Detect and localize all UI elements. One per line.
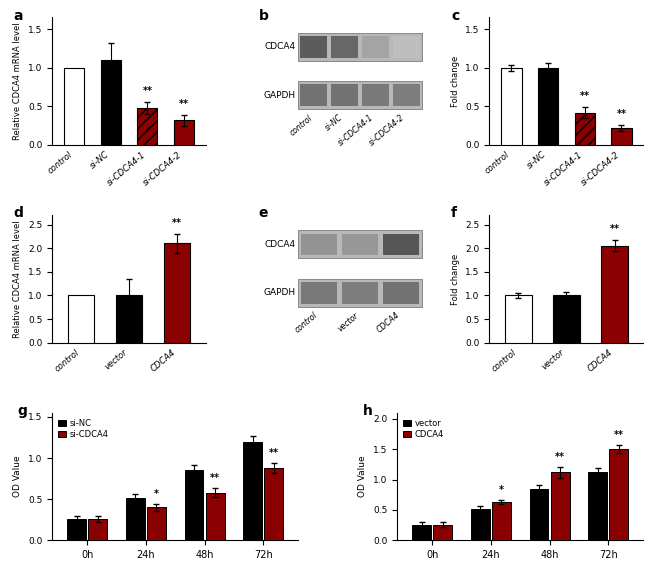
Bar <box>185 469 203 540</box>
Text: **: ** <box>210 474 220 483</box>
Text: CDCA4: CDCA4 <box>265 42 295 51</box>
Bar <box>393 84 420 106</box>
Bar <box>610 449 629 540</box>
Text: *: * <box>154 489 159 499</box>
Bar <box>492 502 511 540</box>
Bar <box>147 507 166 540</box>
Bar <box>174 120 194 145</box>
Y-axis label: Relative CDCA4 mRNA level: Relative CDCA4 mRNA level <box>14 220 22 338</box>
Bar <box>362 84 389 106</box>
Bar <box>505 295 532 343</box>
Y-axis label: OD Value: OD Value <box>14 456 22 497</box>
Bar <box>331 84 358 106</box>
Y-axis label: Fold change: Fold change <box>451 56 460 107</box>
Bar <box>501 67 521 145</box>
Bar <box>383 234 419 255</box>
Text: e: e <box>259 206 268 220</box>
Bar <box>530 489 549 540</box>
Bar <box>298 33 422 61</box>
Text: si-CDCA4-1: si-CDCA4-1 <box>337 113 376 148</box>
Bar <box>301 234 337 255</box>
Text: si-CDCA4-2: si-CDCA4-2 <box>367 113 406 148</box>
Text: a: a <box>14 9 23 23</box>
Bar <box>206 493 224 540</box>
Bar <box>412 525 431 540</box>
Bar <box>68 295 94 343</box>
Bar <box>393 36 420 58</box>
Y-axis label: OD Value: OD Value <box>358 456 367 497</box>
Bar <box>88 519 107 540</box>
Bar <box>383 282 419 304</box>
Text: **: ** <box>614 430 624 440</box>
Text: **: ** <box>610 224 619 234</box>
Bar <box>434 525 452 540</box>
Bar <box>298 279 422 307</box>
Bar <box>116 295 142 343</box>
Y-axis label: Fold change: Fold change <box>451 253 460 304</box>
Text: control: control <box>292 311 319 335</box>
Bar <box>342 282 378 304</box>
Bar <box>342 234 378 255</box>
Text: CDCA4: CDCA4 <box>265 240 295 249</box>
Bar <box>300 84 328 106</box>
Bar <box>67 519 86 540</box>
Bar <box>612 128 632 145</box>
Text: control: control <box>288 113 314 137</box>
Text: **: ** <box>142 86 152 96</box>
Bar <box>265 468 283 540</box>
Bar <box>471 510 489 540</box>
Text: **: ** <box>555 452 565 462</box>
Legend: si-NC, si-CDCA4: si-NC, si-CDCA4 <box>56 417 110 441</box>
Bar <box>298 81 422 109</box>
Text: **: ** <box>179 99 189 109</box>
Text: **: ** <box>269 448 279 458</box>
Bar <box>362 36 389 58</box>
Bar <box>300 36 328 58</box>
Bar <box>298 231 422 259</box>
Text: c: c <box>451 9 459 23</box>
Text: **: ** <box>172 218 182 228</box>
Text: h: h <box>363 404 372 418</box>
Legend: vector, CDCA4: vector, CDCA4 <box>401 417 445 441</box>
Bar <box>64 67 84 145</box>
Bar <box>301 282 337 304</box>
Text: b: b <box>259 9 268 23</box>
Text: si-NC: si-NC <box>324 113 344 133</box>
Bar <box>101 60 121 145</box>
Y-axis label: Relative CDCA4 mRNA level: Relative CDCA4 mRNA level <box>14 23 22 140</box>
Bar <box>601 246 628 343</box>
Text: GAPDH: GAPDH <box>263 288 295 297</box>
Text: d: d <box>14 206 23 220</box>
Bar <box>243 442 262 540</box>
Bar <box>553 295 580 343</box>
Text: **: ** <box>580 91 590 101</box>
Text: **: ** <box>616 109 627 119</box>
Bar <box>331 36 358 58</box>
Text: vector: vector <box>335 311 360 333</box>
Bar <box>126 498 145 540</box>
Bar <box>588 472 607 540</box>
Text: *: * <box>499 485 504 494</box>
Text: GAPDH: GAPDH <box>263 91 295 100</box>
Bar <box>538 67 558 145</box>
Bar <box>551 472 569 540</box>
Bar <box>137 108 157 145</box>
Bar <box>575 113 595 145</box>
Bar <box>164 243 190 343</box>
Text: g: g <box>18 404 27 418</box>
Text: f: f <box>451 206 457 220</box>
Text: CDCA4: CDCA4 <box>375 311 401 335</box>
